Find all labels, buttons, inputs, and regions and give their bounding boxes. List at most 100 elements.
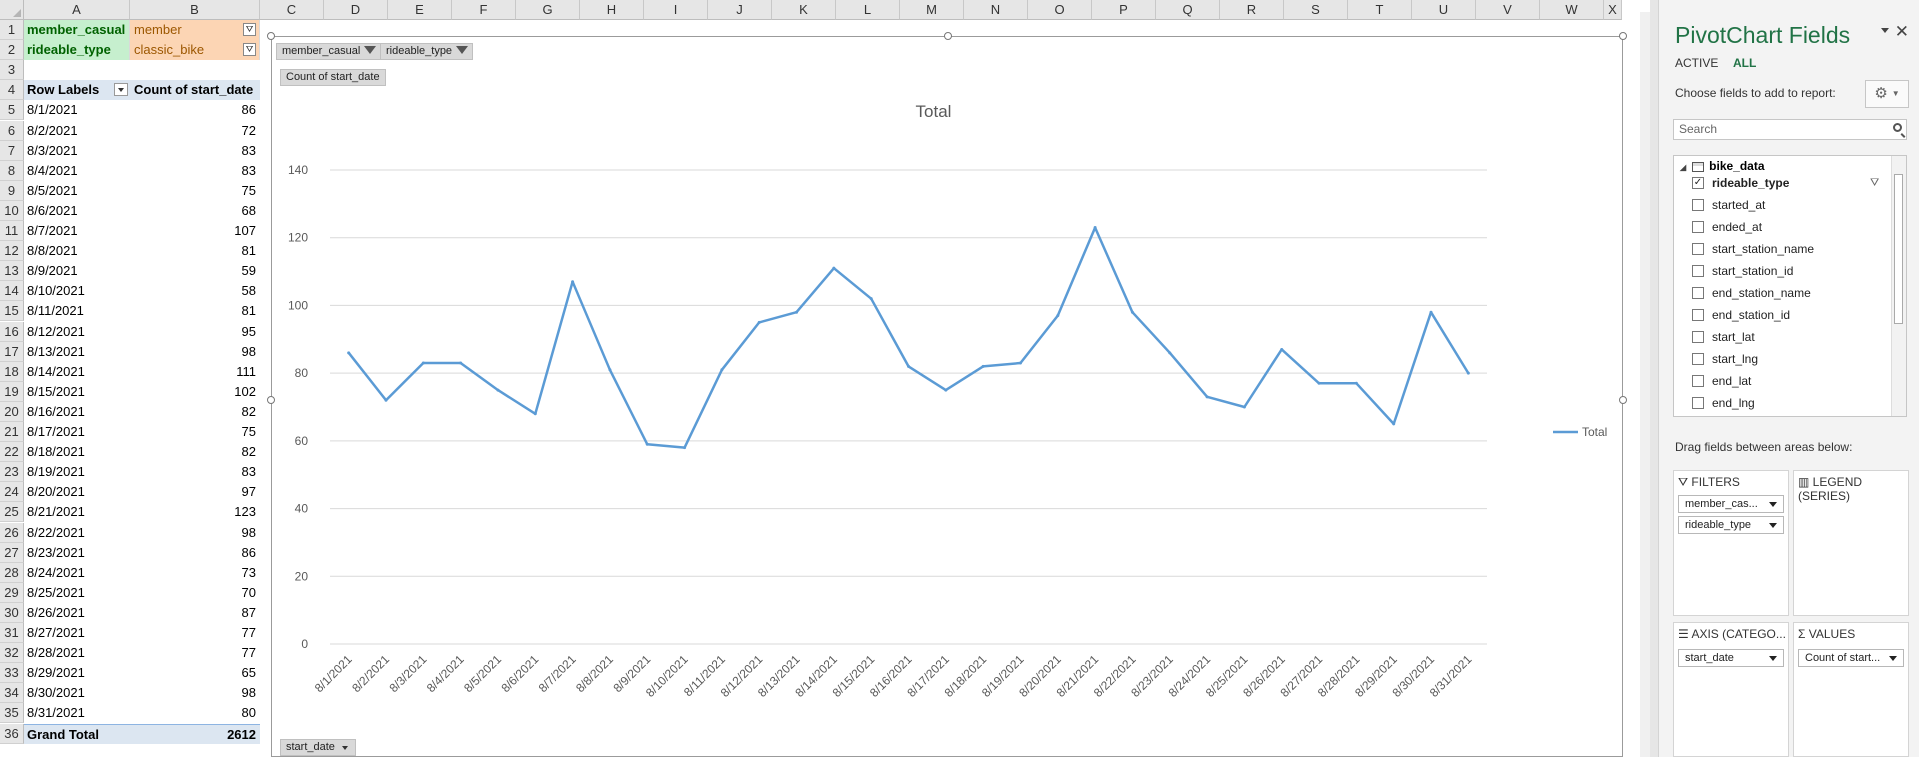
row-label-cell[interactable]: 8/2/2021: [27, 122, 78, 138]
row-header[interactable]: 2: [0, 40, 24, 61]
row-header[interactable]: 3: [0, 60, 24, 81]
row-header[interactable]: 21: [0, 422, 24, 442]
scroll-thumb[interactable]: [1894, 174, 1903, 324]
column-header[interactable]: H: [580, 0, 644, 20]
axis-item-start-date[interactable]: start_date: [1678, 649, 1784, 667]
count-cell[interactable]: 95: [241, 323, 256, 339]
count-cell[interactable]: 98: [241, 685, 256, 701]
count-cell[interactable]: 59: [241, 263, 256, 279]
column-header[interactable]: R: [1220, 0, 1284, 20]
column-header[interactable]: V: [1476, 0, 1540, 20]
count-cell[interactable]: 83: [241, 142, 256, 158]
count-cell[interactable]: 82: [241, 444, 256, 460]
row-header[interactable]: 13: [0, 261, 24, 282]
count-cell[interactable]: 58: [241, 283, 256, 299]
count-cell[interactable]: 97: [241, 484, 256, 500]
select-all-corner[interactable]: [0, 0, 24, 20]
row-label-cell[interactable]: 8/25/2021: [27, 584, 85, 600]
count-cell[interactable]: 75: [241, 182, 256, 198]
field-checkbox[interactable]: [1692, 309, 1704, 321]
field-item-start-station-name[interactable]: start_station_name: [1692, 240, 1814, 258]
legend-area[interactable]: ▥ LEGEND (SERIES): [1793, 470, 1909, 616]
row-header[interactable]: 35: [0, 703, 24, 724]
filter-item-member-casual[interactable]: member_cas...: [1678, 495, 1784, 513]
column-header[interactable]: G: [516, 0, 580, 20]
count-cell[interactable]: 107: [234, 223, 256, 238]
field-list[interactable]: ◢ bike_data ✓ rideable_type ⛛ started_at ende…: [1673, 155, 1907, 417]
row-header[interactable]: 19: [0, 381, 24, 402]
field-checkbox[interactable]: [1692, 375, 1704, 387]
count-cell[interactable]: 70: [241, 584, 256, 600]
row-label-cell[interactable]: 8/15/2021: [27, 383, 85, 399]
values-area[interactable]: Σ VALUES Count of start...: [1793, 622, 1909, 757]
row-label-cell[interactable]: 8/13/2021: [27, 343, 85, 359]
count-cell[interactable]: 86: [241, 544, 256, 560]
resize-handle-tl[interactable]: [267, 32, 275, 40]
pane-options-chevron-down-icon[interactable]: [1881, 28, 1889, 33]
column-header[interactable]: T: [1348, 0, 1412, 20]
row-label-cell[interactable]: 8/28/2021: [27, 645, 85, 661]
row-header[interactable]: 8: [0, 160, 24, 181]
count-cell[interactable]: 68: [241, 202, 256, 218]
chart-value-button[interactable]: Count of start_date: [280, 69, 386, 86]
column-header[interactable]: Q: [1156, 0, 1220, 20]
row-header[interactable]: 23: [0, 462, 24, 483]
row-label-cell[interactable]: 8/17/2021: [27, 424, 85, 439]
row-header[interactable]: 4: [0, 80, 24, 101]
row-header[interactable]: 28: [0, 562, 24, 583]
field-item-end-lng[interactable]: end_lng: [1692, 394, 1755, 412]
field-item-started-at[interactable]: started_at: [1692, 196, 1765, 214]
count-cell[interactable]: 80: [241, 705, 256, 721]
count-cell[interactable]: 65: [241, 665, 256, 681]
count-cell[interactable]: 123: [234, 504, 256, 520]
row-label-cell[interactable]: 8/9/2021: [27, 263, 78, 279]
grand-total-value[interactable]: 2612: [130, 723, 260, 744]
row-label-cell[interactable]: 8/20/2021: [27, 484, 85, 500]
row-label-cell[interactable]: 8/6/2021: [27, 202, 78, 218]
column-header[interactable]: B: [130, 0, 260, 20]
column-header[interactable]: A: [24, 0, 130, 20]
row-label-cell[interactable]: 8/30/2021: [27, 685, 85, 701]
column-header[interactable]: K: [772, 0, 836, 20]
field-checkbox[interactable]: [1692, 331, 1704, 343]
row-label-cell[interactable]: 8/18/2021: [27, 444, 85, 460]
filter-value-cell[interactable]: classic_bike ⛛: [130, 40, 260, 61]
row-header[interactable]: 25: [0, 502, 24, 523]
count-cell[interactable]: 83: [241, 162, 256, 178]
field-checkbox[interactable]: [1692, 265, 1704, 277]
row-header[interactable]: 26: [0, 522, 24, 543]
column-header[interactable]: C: [260, 0, 324, 20]
row-label-cell[interactable]: 8/31/2021: [27, 705, 85, 721]
column-header[interactable]: U: [1412, 0, 1476, 20]
row-header[interactable]: 34: [0, 683, 24, 704]
close-icon[interactable]: ✕: [1894, 22, 1909, 41]
row-label-cell[interactable]: 8/14/2021: [27, 363, 85, 379]
filter-dropdown-icon[interactable]: ⛛: [243, 23, 256, 36]
count-cell[interactable]: 73: [241, 564, 256, 580]
resize-handle-tr[interactable]: [1619, 32, 1627, 40]
count-cell[interactable]: 82: [241, 403, 256, 419]
row-header[interactable]: 7: [0, 140, 24, 161]
count-cell[interactable]: 75: [241, 424, 256, 439]
field-item-rideable-type[interactable]: ✓ rideable_type ⛛: [1692, 174, 1879, 192]
column-header[interactable]: D: [324, 0, 388, 20]
count-cell[interactable]: 81: [241, 303, 256, 319]
resize-handle-left[interactable]: [267, 396, 275, 404]
pivot-chart[interactable]: member_casual rideable_type Count of sta…: [267, 32, 1627, 757]
filter-field-cell[interactable]: member_casual: [24, 20, 130, 40]
grand-total-label[interactable]: Grand Total: [24, 723, 130, 744]
row-header[interactable]: 15: [0, 301, 24, 322]
row-label-cell[interactable]: 8/16/2021: [27, 403, 85, 419]
row-header[interactable]: 27: [0, 542, 24, 563]
value-item-count[interactable]: Count of start...: [1798, 649, 1904, 667]
field-item-end-station-name[interactable]: end_station_name: [1692, 284, 1811, 302]
field-checkbox[interactable]: [1692, 397, 1704, 409]
row-header[interactable]: 16: [0, 321, 24, 342]
row-header[interactable]: 12: [0, 241, 24, 262]
row-labels-header[interactable]: Row Labels: [24, 80, 130, 101]
count-cell[interactable]: 87: [241, 604, 256, 620]
column-header[interactable]: I: [644, 0, 708, 20]
count-cell[interactable]: 86: [241, 102, 256, 118]
count-cell[interactable]: 77: [241, 625, 256, 640]
